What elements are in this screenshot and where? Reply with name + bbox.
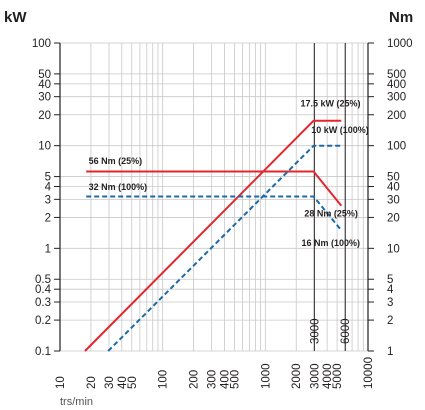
right-tick-label: 3 [387, 297, 393, 309]
annotation-label: 16 Nm (100%) [301, 238, 360, 248]
right-tick-label: 2 [387, 315, 393, 327]
x-axis-label: trs/min [60, 396, 93, 408]
left-tick-label: 10 [38, 141, 51, 153]
right-tick-label: 300 [387, 92, 406, 104]
rpm-marker-label: 6000 [340, 318, 352, 344]
x-tick-label: 20 [86, 376, 98, 389]
left-tick-label: 50 [38, 69, 51, 81]
right-tick-label: 1 [387, 346, 393, 358]
left-tick-label: 0.1 [35, 346, 51, 358]
right-tick-label: 1000 [387, 38, 413, 50]
right-tick-label: 5 [387, 274, 393, 286]
left-tick-label: 30 [38, 92, 51, 104]
right-tick-label: 30 [387, 194, 400, 206]
x-tick-label: 2000 [291, 363, 303, 389]
annotation-label: 28 Nm (25%) [304, 208, 358, 218]
x-tick-label: 1000 [260, 363, 272, 389]
x-tick-label: 100 [158, 370, 170, 389]
left-tick-label: 20 [38, 110, 51, 122]
x-tick-label: 300 [207, 370, 219, 389]
x-tick-label: 200 [189, 370, 201, 389]
axis-frame [54, 43, 374, 351]
x-tick-label: 10000 [363, 357, 375, 389]
x-tick-label: 10 [55, 376, 67, 389]
annotation-label: 56 Nm (25%) [89, 156, 143, 166]
right-tick-label: 500 [387, 69, 406, 81]
left-tick-label: 3 [45, 194, 51, 206]
right-axis-unit: Nm [389, 9, 413, 26]
left-tick-label: 0.3 [35, 297, 51, 309]
annotation-label: 17.5 kW (25%) [300, 99, 360, 109]
left-axis-unit: kW [4, 9, 27, 26]
x-tick-label: 50 [127, 376, 139, 389]
right-tick-label: 10 [387, 243, 400, 255]
x-tick-label: 5000 [332, 363, 344, 389]
left-tick-label: 100 [32, 38, 51, 50]
left-tick-label: 0.5 [35, 274, 51, 286]
left-tick-label: 0.2 [35, 315, 51, 327]
series-continuous-torque [86, 197, 341, 231]
left-tick-label: 5 [45, 172, 51, 184]
x-tick-label: 500 [229, 370, 241, 389]
x-tick-label: 3000 [309, 363, 321, 389]
x-tick-label: 30 [104, 376, 116, 389]
rpm-marker-label: 3000 [309, 318, 321, 344]
annotation-label: 10 kW (100%) [311, 125, 369, 135]
right-tick-label: 200 [387, 110, 406, 122]
annotation-label: 32 Nm (100%) [89, 182, 148, 192]
right-tick-label: 50 [387, 172, 400, 184]
right-tick-label: 100 [387, 141, 406, 153]
right-tick-label: 20 [387, 212, 400, 224]
left-tick-label: 1 [45, 243, 51, 255]
left-tick-label: 2 [45, 212, 51, 224]
